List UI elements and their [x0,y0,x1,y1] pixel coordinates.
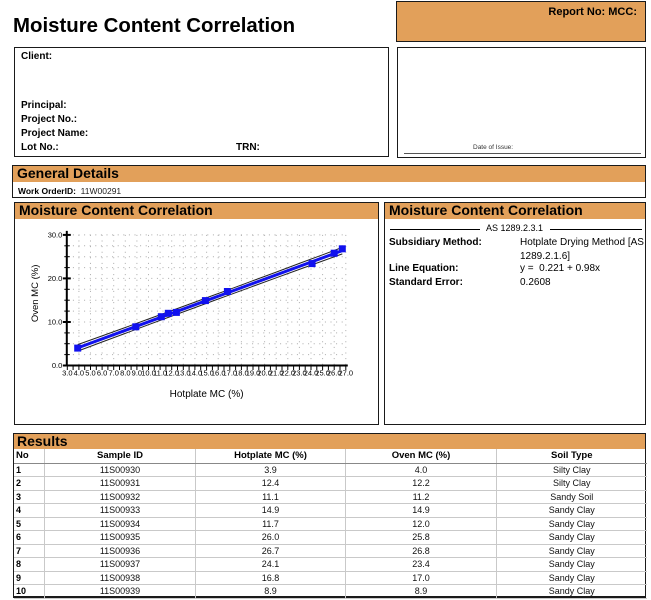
svg-text:9.0: 9.0 [132,369,142,378]
svg-text:26.0: 26.0 [327,369,342,378]
svg-text:27.0: 27.0 [338,369,353,378]
svg-text:Oven MC (%): Oven MC (%) [30,265,41,323]
svg-text:18.0: 18.0 [234,369,249,378]
svg-text:13.0: 13.0 [176,369,191,378]
svg-text:Hotplate MC (%): Hotplate MC (%) [170,389,244,400]
svg-text:0.0: 0.0 [52,361,62,370]
svg-text:8.0: 8.0 [120,369,130,378]
svg-text:14.0: 14.0 [188,369,203,378]
svg-text:10.0: 10.0 [141,369,156,378]
svg-text:7.0: 7.0 [108,369,118,378]
svg-text:24.0: 24.0 [304,369,319,378]
svg-text:15.0: 15.0 [199,369,214,378]
svg-text:4.0: 4.0 [74,369,84,378]
svg-text:20.0: 20.0 [48,274,63,283]
svg-text:5.0: 5.0 [85,369,95,378]
svg-text:16.0: 16.0 [211,369,226,378]
svg-text:11.0: 11.0 [153,369,167,378]
svg-text:3.0: 3.0 [62,369,72,378]
svg-text:10.0: 10.0 [48,318,63,327]
svg-text:22.0: 22.0 [280,369,295,378]
svg-text:19.0: 19.0 [246,369,261,378]
svg-text:6.0: 6.0 [97,369,107,378]
svg-text:25.0: 25.0 [315,369,330,378]
svg-text:20.0: 20.0 [257,369,272,378]
svg-text:17.0: 17.0 [222,369,237,378]
svg-text:12.0: 12.0 [164,369,179,378]
svg-text:30.0: 30.0 [48,231,63,240]
svg-text:23.0: 23.0 [292,369,307,378]
svg-text:21.0: 21.0 [269,369,284,378]
